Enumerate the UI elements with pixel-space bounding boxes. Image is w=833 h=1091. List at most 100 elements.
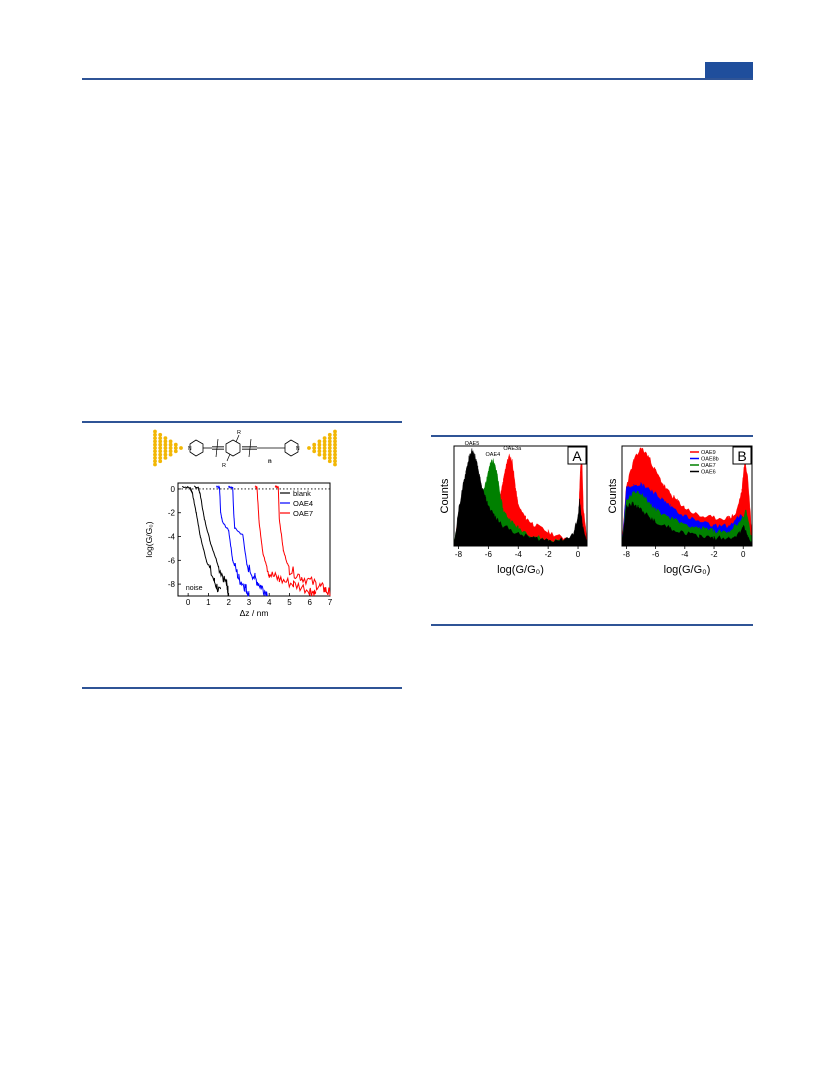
x-tick-label: 5 [287,598,292,607]
molecular-junction-scheme: N R R n N [153,429,337,469]
gold-atom [333,439,337,444]
repeat-bracket-right [248,438,252,458]
gold-atom [333,432,337,437]
gold-atom [322,446,327,450]
gold-atom [312,442,317,447]
gold-atom [322,439,327,444]
r-substituent-bond-top [235,434,240,443]
pyridine-ring-right [284,439,299,457]
gold-atom [173,446,178,450]
n-atom-left: N [188,446,192,452]
gold-atom [158,446,163,450]
gold-atom [312,446,317,450]
gold-atom [333,452,337,457]
gold-atom [322,452,327,457]
y-axis-label: Counts [607,478,619,513]
gold-atom [163,452,168,457]
gold-atom [153,442,157,447]
gold-atom [327,442,332,447]
figure1-top-rule [82,421,402,423]
gold-atom [163,439,168,444]
panel-letter-box [567,446,587,465]
gold-atom [317,452,322,457]
x-axis-label: log(G/G₀) [664,564,711,576]
repeat-n-label: n [268,459,272,465]
y-axis-label: log(G/G₀) [144,521,154,557]
trace-oae7 [254,485,317,597]
y-tick-label: -6 [168,556,176,565]
gold-atom [153,459,157,464]
x-axis-label: log(G/G₀) [497,564,544,576]
legend-label-oae7: OAE7 [701,463,716,469]
gold-atom [333,429,337,434]
gold-atom [317,449,322,454]
histogram-panel-b: -8 -6 -4 -2 0 log(G/G₀) Counts B OAE9OAE8bOAE7OA… [607,445,753,576]
trace-oae4 [228,485,268,597]
gold-atom [322,449,327,454]
panel-letter: B [737,448,746,464]
gold-atom [333,442,337,447]
trace-blank [182,485,222,593]
figure2-bottom-rule [431,624,753,626]
gold-atom [158,439,163,444]
gold-atom [153,436,157,440]
gold-atom [153,429,157,434]
trace-oae7 [274,484,331,597]
panel-letter: A [572,448,582,464]
gold-atom [163,456,168,460]
gold-atom [327,436,332,440]
legend-label-oae8b: OAE8b [701,457,719,463]
gold-atom [333,462,337,467]
plot-frame [453,445,588,547]
header-rule [82,78,753,80]
gold-atom [168,449,173,454]
r-label-bottom: R [222,463,226,469]
gold-atom [179,446,183,450]
gold-atom [153,456,157,460]
gold-atom [153,452,157,457]
r-label-top: R [237,430,241,436]
repeat-bracket-left [215,438,219,458]
gold-atom [153,446,157,450]
noise-annotation: noise [186,585,203,592]
legend-label-oae4: OAE4 [293,499,313,508]
x-tick-label: 3 [247,598,252,607]
gold-atom [333,446,337,450]
gold-atom [168,439,173,444]
gold-atom [317,439,322,444]
gold-electrode-left [153,429,183,467]
x-tick-label: 4 [267,598,272,607]
y-tick-label: -2 [168,509,176,518]
x-tick-label: -6 [652,550,660,559]
x-tick-label: -4 [681,550,689,559]
figure1-bottom-rule [82,687,402,689]
peak-annotation: OAE5 [465,441,480,447]
gold-atom [317,442,322,447]
gold-atom [333,449,337,454]
gold-atom [153,439,157,444]
gold-atom [163,449,168,454]
trace-blank [193,485,230,597]
gold-atom [173,449,178,454]
r-substituent-bond-bottom [226,453,231,462]
gold-atom [158,459,163,464]
gold-atom [327,449,332,454]
y-tick-label: -4 [168,533,176,542]
gold-atom [333,456,337,460]
y-tick-label: -8 [168,580,176,589]
gold-atom [322,442,327,447]
x-tick-label: 1 [206,598,211,607]
plot-frame [621,445,753,547]
x-tick-label: 0 [576,550,581,559]
gold-atom [317,446,322,450]
gold-atom [158,442,163,447]
gold-atom [158,449,163,454]
x-tick-label: -8 [623,550,631,559]
gold-atom [327,439,332,444]
gold-atom [168,442,173,447]
x-tick-label: 0 [186,598,191,607]
gold-atom [327,456,332,460]
gold-atom [327,432,332,437]
x-tick-label: 7 [328,598,333,607]
x-axis-label: Δz / nm [240,608,269,618]
